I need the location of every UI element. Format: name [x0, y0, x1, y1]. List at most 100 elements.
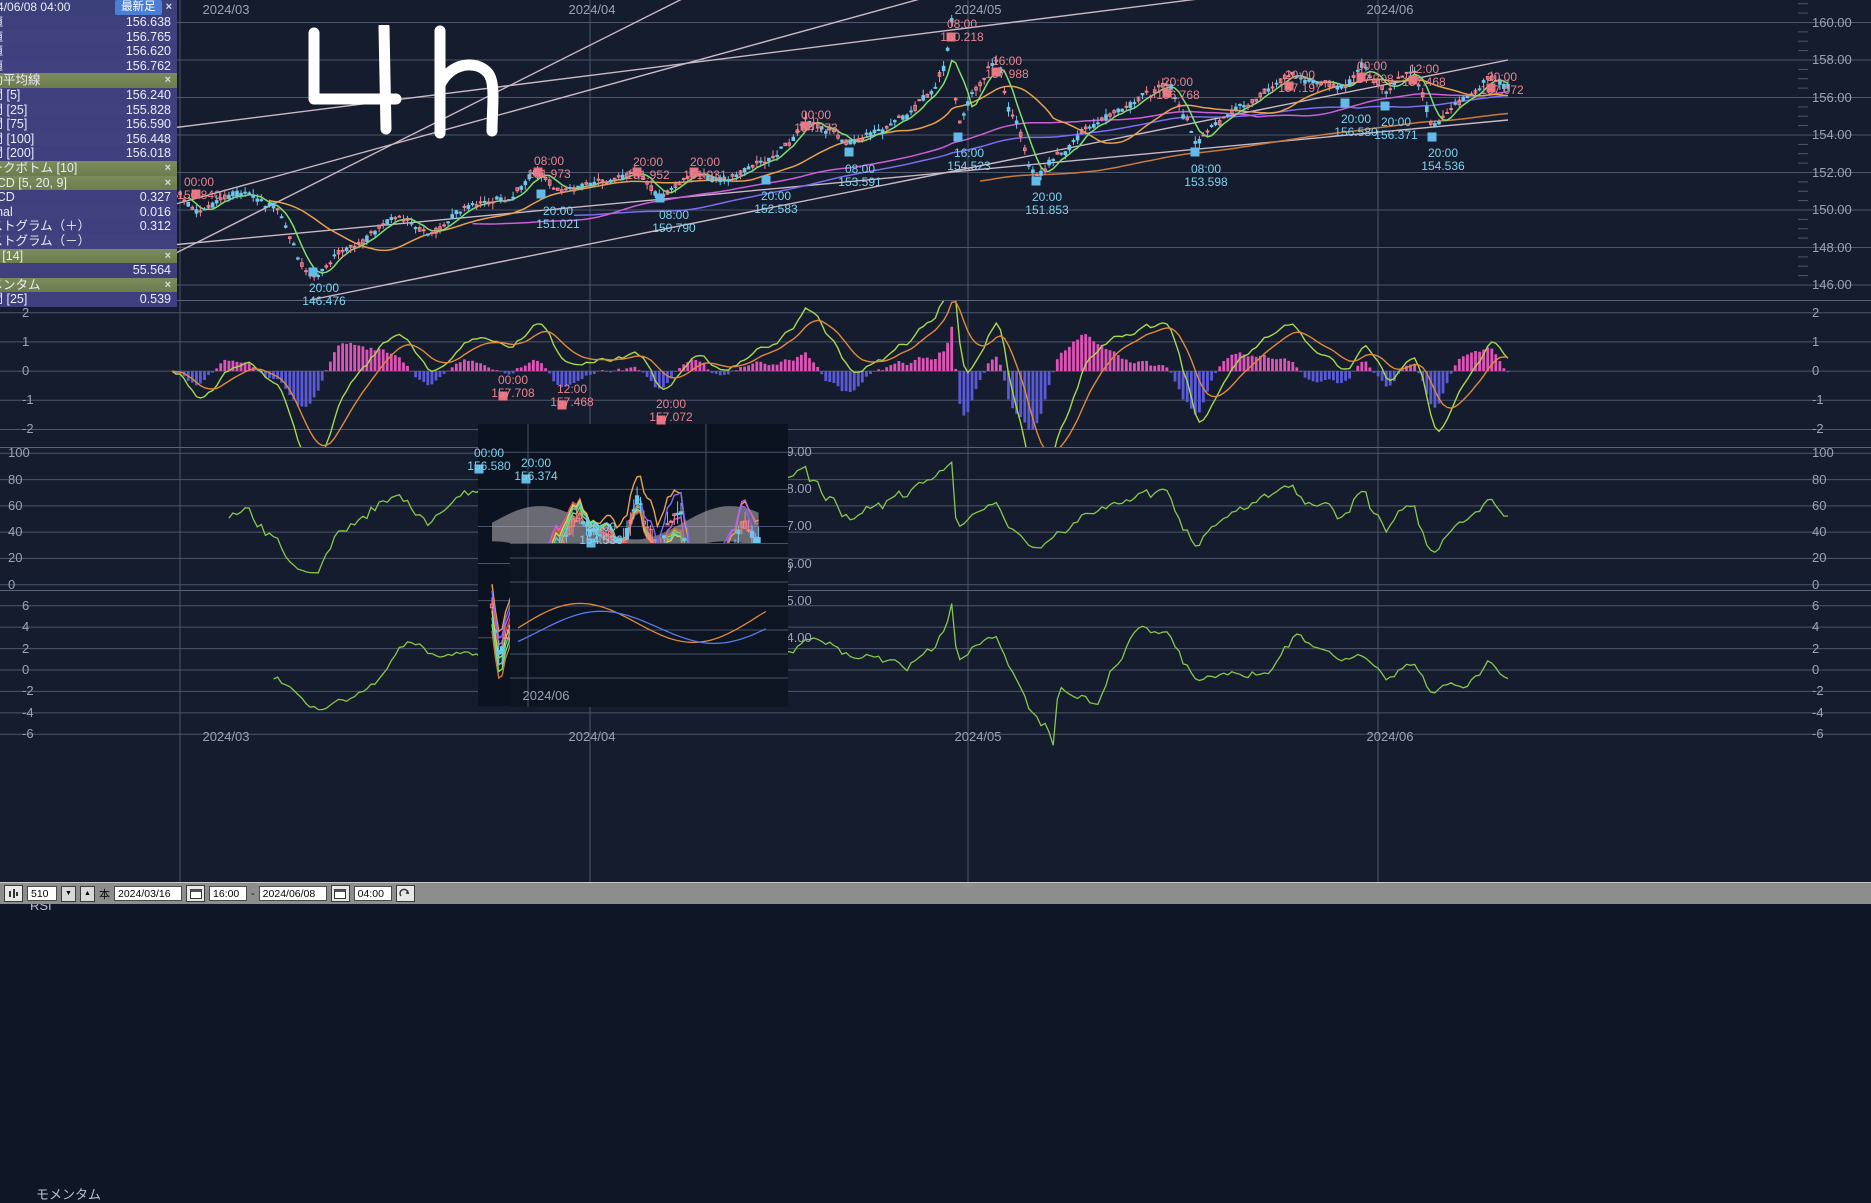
momentum-ytick-right: -4 — [1812, 705, 1824, 720]
info-row-label: ヒストグラム（＋） — [0, 219, 90, 234]
time-from-input[interactable]: 16:00 — [209, 886, 247, 901]
close-icon[interactable]: × — [165, 176, 171, 191]
info-section-header-rsi[interactable]: RSI [14] × — [0, 249, 177, 264]
info-row-value: 0.312 — [140, 219, 171, 234]
info-section-label: モメンタム — [0, 278, 41, 293]
info-section-label: ピークボトム [10] — [0, 161, 77, 176]
rsi-ytick-left: 60 — [8, 498, 22, 513]
rsi-ytick-left: 100 — [8, 445, 30, 460]
chart-type-icon[interactable] — [4, 885, 23, 902]
price-pane[interactable] — [0, 0, 1871, 300]
info-section-header-momentum[interactable]: モメンタム × — [0, 278, 177, 293]
date-to-input[interactable]: 2024/06/08 — [259, 886, 327, 901]
info-row: RSI55.564 — [0, 263, 177, 278]
rsi-ytick-right: 20 — [1812, 550, 1826, 565]
momentum-pane-label: モメンタム — [36, 1184, 101, 1203]
info-row-label: 期間 [200] — [0, 146, 34, 161]
macd-ytick-left: 1 — [22, 334, 29, 349]
info-row: 終値 156.762 — [0, 59, 177, 74]
macd-ytick-left: -1 — [22, 392, 34, 407]
range-separator: - — [251, 888, 255, 900]
rsi-ytick-right: 60 — [1812, 498, 1826, 513]
momentum-ytick-left: -4 — [22, 705, 34, 720]
info-row-value: 155.828 — [126, 103, 171, 118]
latest-bar-badge[interactable]: 最新足 — [115, 0, 162, 15]
rsi-ytick-left: 80 — [8, 472, 22, 487]
inset-zoom-subchart[interactable] — [510, 543, 788, 707]
info-row-value: 156.018 — [126, 146, 171, 161]
bar-count-decrement[interactable]: ▼ — [61, 886, 76, 902]
info-row: 期間 [5] 156.240 — [0, 88, 177, 103]
info-row-label: MACD — [0, 190, 15, 205]
close-icon[interactable]: × — [165, 161, 171, 176]
info-row: MACD0.327 — [0, 190, 177, 205]
info-row: ヒストグラム（－） — [0, 234, 177, 249]
info-section-label: RSI [14] — [0, 249, 23, 264]
info-section-label: MACD [5, 20, 9] — [0, 176, 67, 191]
info-row-label: 始値 — [0, 15, 3, 30]
rsi-ytick-right: 80 — [1812, 472, 1826, 487]
date-tick-bottom: 2024/03 — [203, 729, 250, 744]
info-row-label: 安値 — [0, 44, 3, 59]
macd-ytick-right: -1 — [1812, 392, 1824, 407]
info-section-header-peak-bottom[interactable]: ピークボトム [10] × — [0, 161, 177, 176]
date-tick-bottom: 2024/04 — [569, 729, 616, 744]
info-row-label: 期間 [100] — [0, 132, 34, 147]
info-row-label: 期間 [75] — [0, 117, 27, 132]
calendar-from-icon[interactable] — [186, 885, 205, 902]
info-section-header-moving-average[interactable]: 移動平均線× — [0, 73, 177, 88]
info-row: 始値156.638 — [0, 15, 177, 30]
info-row: ヒストグラム（＋） 0.312 — [0, 219, 177, 234]
rsi-ytick-right: 100 — [1812, 445, 1834, 460]
info-row: Signal 0.016 — [0, 205, 177, 220]
info-row-value: 156.590 — [126, 117, 171, 132]
info-row: 期間 [200] 156.018 — [0, 146, 177, 161]
bottom-status-bar[interactable]: 510 ▼ ▲ 本 2024/03/16 16:00 - 2024/06/08 … — [0, 882, 1871, 904]
date-tick-bottom: 2024/06 — [1367, 729, 1414, 744]
info-row: 期間 [25]155.828 — [0, 103, 177, 118]
momentum-ytick-right: 2 — [1812, 641, 1819, 656]
inset-date-tick: 2024/06 — [523, 688, 570, 703]
macd-ytick-left: -2 — [22, 421, 34, 436]
info-row: 期間 [25]0.539 — [0, 292, 177, 307]
momentum-ytick-right: 4 — [1812, 619, 1819, 634]
momentum-ytick-left: 4 — [22, 619, 29, 634]
close-icon[interactable]: × — [165, 278, 171, 293]
indicator-info-panel[interactable]: 2024/06/08 04:00最新足×始値156.638高値156.765安値… — [0, 0, 177, 307]
info-row-label: ヒストグラム（－） — [0, 234, 90, 249]
info-row-label: 期間 [5] — [0, 88, 20, 103]
close-icon[interactable]: × — [165, 73, 171, 88]
refresh-icon[interactable] — [396, 885, 415, 902]
rsi-ytick-right: 40 — [1812, 524, 1826, 539]
bar-count-increment[interactable]: ▲ — [80, 886, 95, 902]
info-row-value: 156.765 — [126, 30, 171, 45]
macd-ytick-right: 2 — [1812, 305, 1819, 320]
close-icon[interactable]: × — [165, 249, 171, 264]
time-to-input[interactable]: 04:00 — [354, 886, 392, 901]
info-row-value: 0.016 — [140, 205, 171, 220]
date-from-input[interactable]: 2024/03/16 — [114, 886, 182, 901]
calendar-to-icon[interactable] — [331, 885, 350, 902]
close-icon[interactable]: × — [166, 0, 172, 15]
momentum-ytick-left: 2 — [22, 641, 29, 656]
info-row-label: 終値 — [0, 59, 3, 74]
info-row-value: 156.762 — [126, 59, 171, 74]
info-row-value: 156.448 — [126, 132, 171, 147]
info-row-label: Signal — [0, 205, 13, 220]
macd-ytick-right: -2 — [1812, 421, 1824, 436]
info-section-header-macd[interactable]: MACD [5, 20, 9] × — [0, 176, 177, 191]
macd-ytick-left: 2 — [22, 305, 29, 320]
bar-count-input[interactable]: 510 — [27, 886, 57, 901]
info-row-value: 156.240 — [126, 88, 171, 103]
info-row-value: 0.539 — [140, 292, 171, 307]
